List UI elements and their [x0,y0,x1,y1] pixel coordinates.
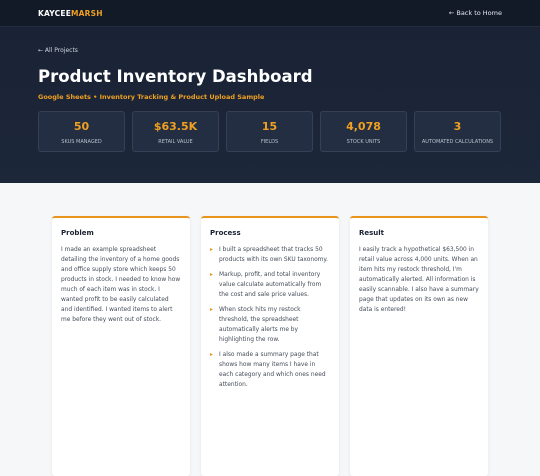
stats: 50 SKUs Managed $63.5K Retail Value 15 Fields… [38,111,502,152]
process-item: I also made a summary page that shows ho… [210,350,330,390]
stat-box: $63.5K Retail Value [132,111,219,152]
card-text: I made an example spreadsheet detailing … [61,247,181,323]
title: Product Inventory Dashboard [38,67,313,86]
stat-box: 50 SKUs Managed [38,111,125,152]
card-title: Process [210,229,241,237]
card-title: Result [359,229,385,237]
nav-bar: KAYCEEMARSH ← Back to Home [0,0,540,27]
process-card: Process I built a spreadsheet that track… [201,216,339,476]
stat-value: 50 [73,120,90,133]
back-link[interactable]: ← Back to Home [448,9,502,17]
page: KAYCEEMARSH ← Back to Home ← All Project… [0,0,540,405]
breadcrumb[interactable]: ← All Projects [38,47,78,54]
logo-first: KAYCEE [38,8,72,18]
problem-card: Problem I made an example spreadsheet de… [52,216,190,476]
stat-label: SKUs Managed [61,139,102,145]
stat-box: 4,078 Stock Units [320,111,407,152]
stat-label: Automated Calculations [421,139,494,145]
stat-value: 4,078 [346,120,381,133]
stat-box: 15 Fields [226,111,313,152]
cards: Problem I made an example spreadsheet de… [0,183,540,476]
subtitle: Google Sheets • Inventory Tracking & Pro… [38,93,265,101]
stat-label: Stock Units [346,139,381,145]
stat-value: $63.5K [153,120,198,133]
process-item: Markup, profit, and total inventory valu… [210,270,330,300]
process-list: I built a spreadsheet that tracks 50 pro… [210,245,330,390]
stat-label: Retail Value [158,139,193,145]
stat-box: 3 Automated Calculations [414,111,501,152]
card-title: Problem [61,229,94,237]
logo-second: MARSH [71,8,103,18]
logo[interactable]: KAYCEEMARSH [38,9,103,18]
process-item: I built a spreadsheet that tracks 50 pro… [210,245,330,265]
card-text: I easily track a hypothetical $63,500 in… [359,247,479,313]
hero: ← All Projects Product Inventory Dashboa… [0,27,540,183]
process-item: When stock hits my restock threshold, th… [210,305,330,345]
stat-value: 3 [453,120,462,133]
stat-value: 15 [261,120,278,133]
stat-label: Fields [260,139,279,145]
result-card: Result I easily track a hypothetical $63… [350,216,488,476]
